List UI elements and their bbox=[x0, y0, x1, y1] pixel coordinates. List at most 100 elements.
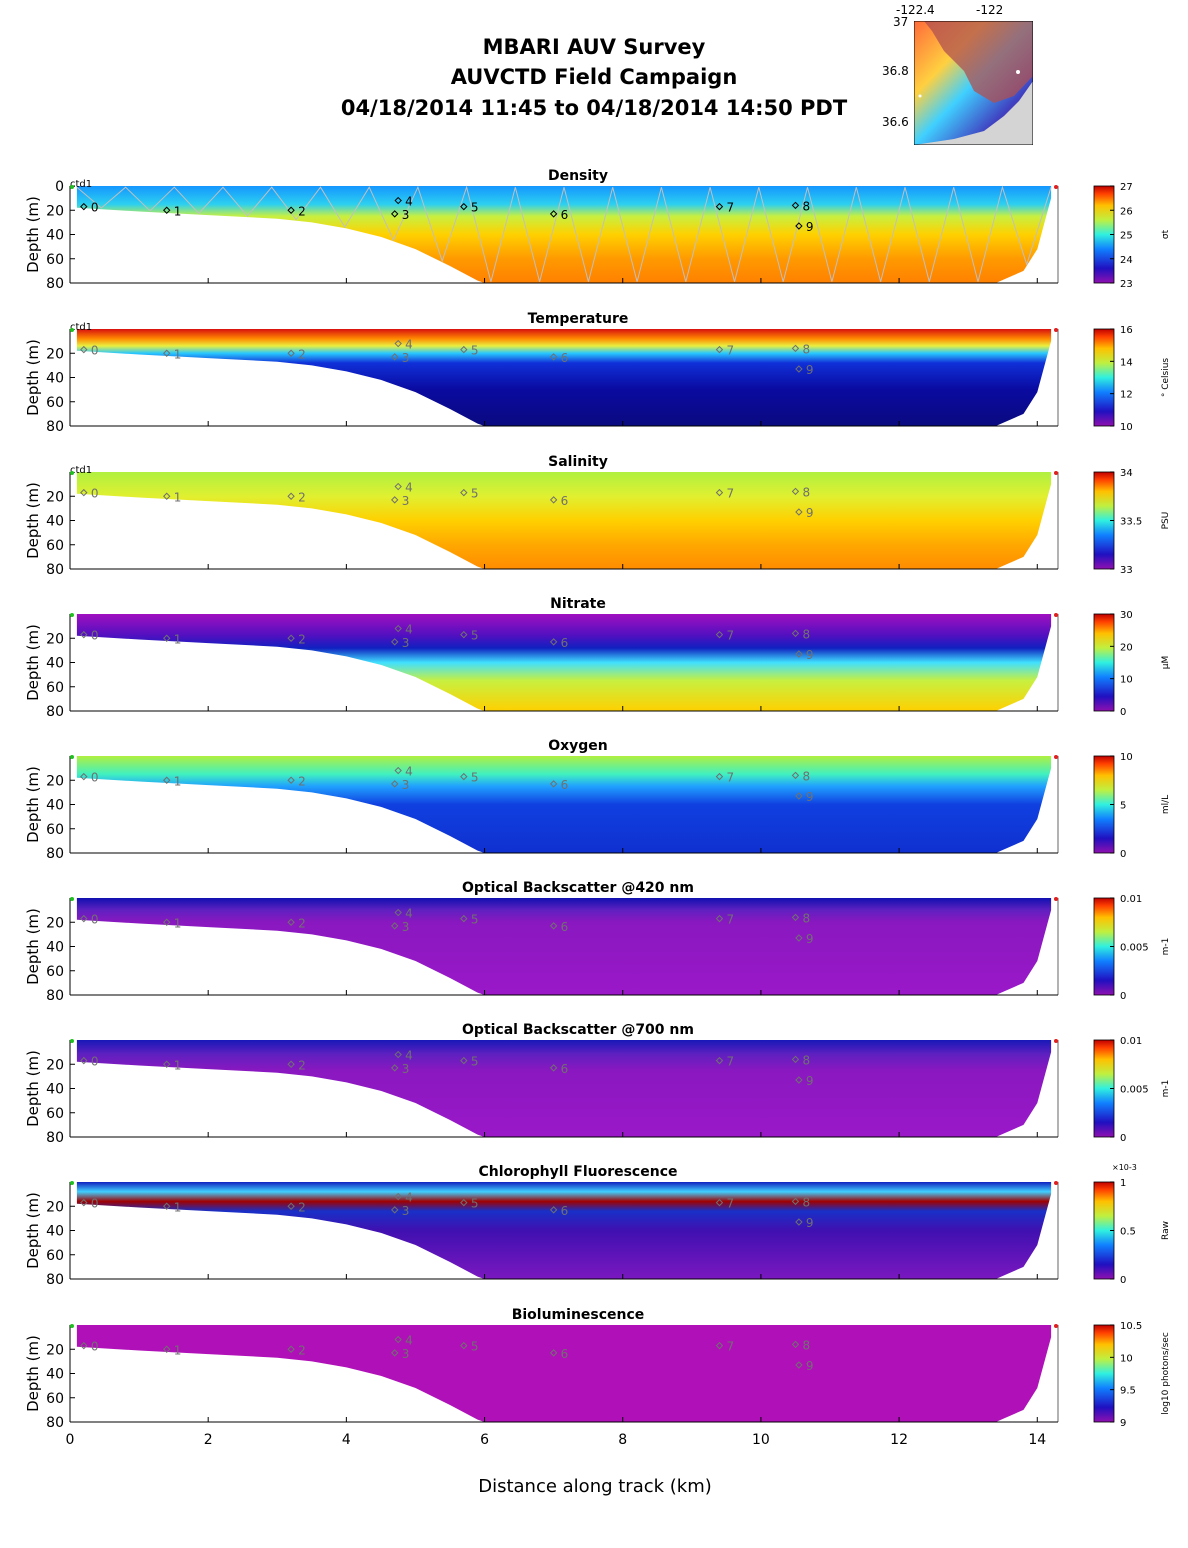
waypoint-marker bbox=[394, 908, 402, 917]
waypoint-marker bbox=[715, 630, 724, 639]
waypoint-marker bbox=[715, 914, 724, 923]
y-tick-label: 40 bbox=[46, 1367, 64, 1383]
waypoint-marker bbox=[391, 496, 399, 504]
end-marker bbox=[1054, 1324, 1058, 1328]
data-section bbox=[76, 1325, 1052, 1422]
waypoint-label: 8 bbox=[802, 199, 810, 213]
waypoint-marker bbox=[163, 1060, 171, 1068]
waypoint-marker bbox=[795, 508, 803, 516]
colorbar-tick-label: 24 bbox=[1120, 255, 1133, 266]
waypoint-marker bbox=[460, 1056, 468, 1065]
colorbar-tick-label: 0.5 bbox=[1120, 1227, 1136, 1238]
data-section bbox=[76, 1182, 1052, 1279]
waypoint-label: 7 bbox=[726, 1340, 734, 1354]
colorbar-unit-label: μM bbox=[1161, 656, 1171, 670]
y-tick-label: 60 bbox=[46, 1248, 64, 1264]
waypoint-marker bbox=[791, 201, 800, 210]
waypoint-label: 6 bbox=[561, 920, 569, 934]
map-lat-tick-1: 37 bbox=[893, 15, 909, 29]
y-tick-label: 60 bbox=[46, 395, 64, 411]
waypoint-label: 9 bbox=[806, 1074, 814, 1088]
waypoint-label: 8 bbox=[802, 342, 810, 356]
x-tick-label: 14 bbox=[1028, 1432, 1046, 1448]
waypoint-label: 7 bbox=[726, 1055, 734, 1069]
title-line-1: MBARI AUV Survey bbox=[482, 35, 706, 59]
waypoint-marker bbox=[287, 776, 295, 784]
waypoint-marker bbox=[791, 1197, 800, 1206]
waypoint-label: 5 bbox=[471, 487, 479, 501]
y-tick-label: 40 bbox=[46, 1224, 64, 1240]
waypoint-label: 3 bbox=[402, 208, 410, 222]
colorbar-tick-label: 9.5 bbox=[1120, 1386, 1136, 1397]
waypoint-marker bbox=[394, 1192, 402, 1201]
waypoint-label: 2 bbox=[298, 1343, 306, 1357]
map-lat-tick-3: 36.6 bbox=[882, 115, 909, 129]
y-axis-label: Depth (m) bbox=[24, 482, 42, 559]
waypoint-marker bbox=[163, 349, 171, 357]
colorbar bbox=[1093, 1324, 1115, 1423]
waypoint-marker bbox=[549, 496, 558, 504]
start-marker bbox=[70, 613, 74, 617]
waypoint-label: 8 bbox=[802, 911, 810, 925]
waypoint-marker bbox=[715, 345, 724, 354]
waypoint-marker bbox=[791, 913, 800, 922]
end-marker bbox=[1054, 328, 1058, 332]
waypoint-marker bbox=[460, 1198, 468, 1207]
waypoint-marker bbox=[391, 1206, 399, 1214]
waypoint-label: 0 bbox=[91, 344, 99, 358]
waypoint-marker bbox=[795, 650, 803, 658]
waypoint-label: 9 bbox=[806, 220, 814, 234]
waypoint-label: 6 bbox=[561, 208, 569, 222]
panel-title: Bioluminescence bbox=[512, 1307, 645, 1323]
waypoint-label: 1 bbox=[174, 490, 182, 504]
colorbar-tick-label: 0 bbox=[1120, 991, 1126, 1002]
panel-title: Density bbox=[548, 168, 608, 184]
panel-title: Oxygen bbox=[548, 738, 608, 754]
y-tick-label: 60 bbox=[46, 822, 64, 838]
waypoint-marker bbox=[80, 1341, 88, 1350]
y-tick-label: 80 bbox=[46, 419, 64, 435]
waypoint-marker bbox=[791, 1340, 800, 1349]
end-marker bbox=[1054, 1039, 1058, 1043]
end-marker bbox=[1054, 471, 1058, 475]
panel-title: Optical Backscatter @420 nm bbox=[462, 880, 694, 896]
waypoint-marker bbox=[715, 488, 724, 497]
waypoint-label: 8 bbox=[802, 1053, 810, 1067]
start-marker bbox=[70, 1181, 74, 1185]
colorbar-tick-label: 12 bbox=[1120, 390, 1133, 401]
y-tick-label: 20 bbox=[46, 631, 64, 647]
y-tick-label: 20 bbox=[46, 1199, 64, 1215]
waypoint-marker bbox=[391, 922, 399, 930]
waypoint-label: 5 bbox=[471, 344, 479, 358]
waypoint-label: 9 bbox=[806, 363, 814, 377]
waypoint-label: 3 bbox=[402, 1062, 410, 1076]
waypoint-marker bbox=[163, 1202, 171, 1210]
panel-title: Salinity bbox=[548, 454, 608, 470]
waypoint-marker bbox=[460, 772, 468, 781]
waypoint-label: 3 bbox=[402, 920, 410, 934]
waypoint-label: 2 bbox=[298, 916, 306, 930]
waypoint-label: 5 bbox=[471, 629, 479, 643]
waypoint-marker bbox=[791, 1055, 800, 1064]
waypoint-label: 5 bbox=[471, 1340, 479, 1354]
y-tick-label: 20 bbox=[46, 346, 64, 362]
map-lon-tick-1: -122.4 bbox=[896, 3, 935, 17]
waypoint-marker bbox=[549, 922, 558, 930]
waypoint-marker bbox=[549, 638, 558, 646]
waypoint-label: 3 bbox=[402, 1204, 410, 1218]
y-tick-label: 80 bbox=[46, 988, 64, 1004]
waypoint-label: 2 bbox=[298, 632, 306, 646]
y-axis-label: Depth (m) bbox=[24, 908, 42, 985]
waypoint-marker bbox=[287, 349, 295, 357]
y-axis-label: Depth (m) bbox=[24, 196, 42, 273]
colorbar-tick-label: 10 bbox=[1120, 1353, 1133, 1364]
colorbar-tick-label: 14 bbox=[1120, 357, 1133, 368]
waypoint-label: 7 bbox=[726, 344, 734, 358]
title-line-2: AUVCTD Field Campaign bbox=[450, 65, 738, 89]
waypoint-label: 5 bbox=[471, 1055, 479, 1069]
waypoint-marker bbox=[549, 1206, 558, 1214]
